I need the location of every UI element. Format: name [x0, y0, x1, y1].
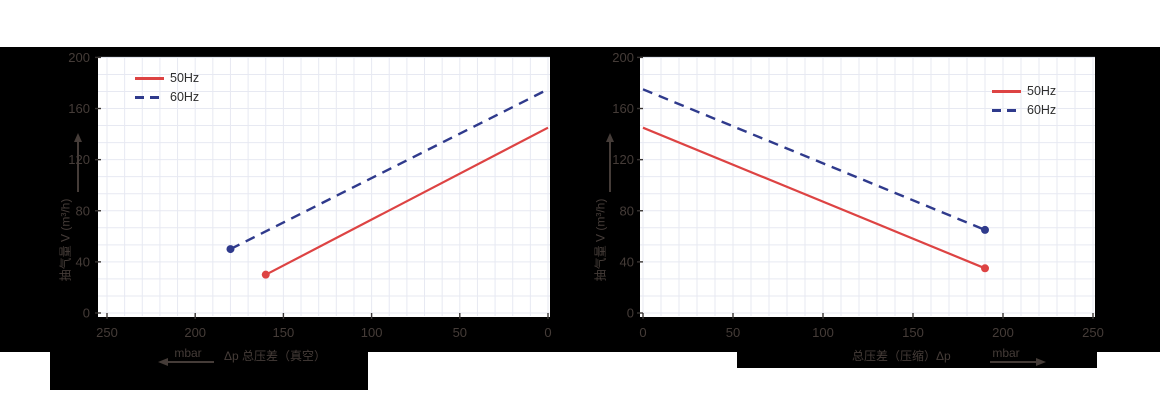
- series-line-50hz: [642, 126, 986, 270]
- series-line-60hz: [642, 88, 986, 232]
- y-axis-up-arrowhead: [74, 133, 82, 142]
- legend-left: 50Hz 60Hz: [135, 71, 199, 104]
- plot-area-left: [98, 57, 550, 317]
- x-tick-label: 0: [639, 325, 646, 340]
- legend-right: 50Hz 60Hz: [992, 84, 1056, 117]
- x-tick-label: 100: [361, 325, 383, 340]
- canvas-bottom-left: [50, 352, 368, 390]
- legend-line-60hz: [992, 108, 1021, 112]
- y-tick-label: 40: [76, 254, 90, 269]
- legend-item-50hz: 50Hz: [992, 84, 1056, 98]
- y-tick-label: 160: [612, 101, 634, 116]
- x-tick-label: 250: [96, 325, 118, 340]
- x-tick-label: 250: [1082, 325, 1104, 340]
- series-line-50hz: [265, 126, 549, 276]
- plot-area-right: [640, 57, 1095, 317]
- x-axis-unit-left: mbar: [174, 346, 202, 360]
- y-tick-label: 120: [68, 152, 90, 167]
- y-tick-label: 80: [620, 203, 634, 218]
- y-tick-label: 200: [612, 50, 634, 65]
- legend-label-60hz: 60Hz: [170, 90, 200, 104]
- x-tick-label: 100: [812, 325, 834, 340]
- y-axis-label-right: 抽气量 V (m³/h): [593, 198, 608, 282]
- y-tick-label: 160: [68, 101, 90, 116]
- x-axis-title-left: Δp 总压差（真空）: [224, 349, 327, 363]
- x-tick-label: 50: [726, 325, 740, 340]
- legend-label-50hz: 50Hz: [170, 71, 200, 85]
- legend-line-60hz: [135, 95, 164, 99]
- series-marker-60hz: [226, 245, 235, 254]
- series-line-60hz: [229, 88, 549, 251]
- legend-item-60hz: 60Hz: [992, 103, 1056, 117]
- x-tick-label: 200: [992, 325, 1014, 340]
- canvas-bottom-right: [737, 352, 1097, 368]
- series-marker-50hz: [981, 264, 989, 273]
- x-tick-label: 150: [273, 325, 295, 340]
- x-tick-label: 50: [453, 325, 467, 340]
- legend-line-50hz: [135, 76, 164, 80]
- chart-left: 250 200 150 100 50 0 0 40 80 120 160 200: [68, 50, 552, 366]
- y-axis-up-arrowhead: [606, 133, 614, 142]
- x-axis-unit-right: mbar: [992, 346, 1020, 360]
- x-axis-direction-arrowhead-left: [158, 358, 168, 366]
- x-tick-label: 150: [902, 325, 924, 340]
- x-axis-direction-arrowhead-right: [1036, 358, 1046, 366]
- series-marker-50hz: [261, 270, 270, 279]
- legend-line-50hz: [992, 89, 1021, 93]
- y-tick-label: 120: [612, 152, 634, 167]
- x-tick-label: 200: [184, 325, 206, 340]
- chart-right: 0 50 100 150 200 250 0 40 80 120 160 200: [606, 50, 1104, 366]
- x-tick-label: 0: [544, 325, 551, 340]
- y-tick-label: 0: [627, 306, 634, 321]
- y-tick-label: 80: [76, 203, 90, 218]
- x-axis-title-right: 总压差（压缩）Δp: [852, 349, 951, 363]
- y-tick-label: 40: [620, 254, 634, 269]
- legend-item-60hz: 60Hz: [135, 90, 199, 104]
- y-tick-label: 200: [68, 50, 90, 65]
- legend-item-50hz: 50Hz: [135, 71, 199, 85]
- legend-label-50hz: 50Hz: [1027, 84, 1057, 98]
- series-marker-60hz: [981, 225, 989, 234]
- legend-label-60hz: 60Hz: [1027, 103, 1057, 117]
- y-tick-label: 0: [83, 306, 90, 321]
- y-axis-label-left: 抽气量 V (m³/h): [58, 198, 73, 282]
